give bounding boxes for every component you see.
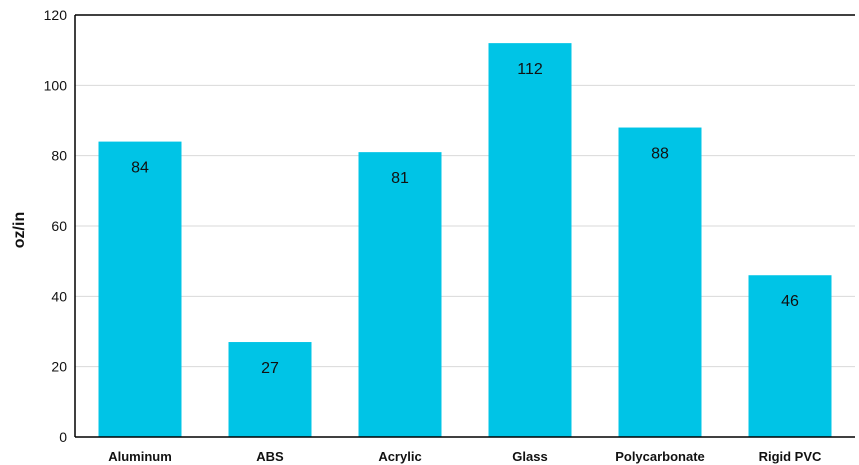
bar [358,152,442,437]
x-tick-label: Rigid PVC [759,449,822,464]
x-tick-label: Glass [512,449,547,464]
y-tick-label: 80 [51,148,67,164]
y-tick-label: 100 [44,77,68,93]
y-tick-label: 60 [51,218,67,234]
gridlines [75,84,855,368]
axes [74,14,855,438]
y-axis-label: oz/in [11,212,28,248]
data-label: 46 [781,293,799,310]
y-tick-label: 120 [44,7,68,23]
x-tick-label: ABS [256,449,284,464]
data-label: 84 [131,160,149,177]
data-label: 112 [517,61,543,78]
data-labels: 84 27 81 112 88 46 [131,61,799,377]
x-tick-label: Aluminum [108,449,172,464]
y-tick-label: 20 [51,359,67,375]
bar [228,342,312,437]
bar [488,43,572,438]
y-tick-label: 0 [59,429,67,445]
x-tick-label: Acrylic [378,449,421,464]
bar [98,141,182,437]
bars [98,43,832,438]
data-label: 81 [391,170,409,187]
bar [748,275,832,437]
data-label: 27 [261,360,279,377]
data-label: 88 [651,146,669,163]
y-tick-labels: 0 20 40 60 80 100 120 [44,7,68,445]
x-tick-labels: Aluminum ABS Acrylic Glass Polycarbonate Rigi… [108,449,822,464]
x-tick-label: Polycarbonate [615,449,705,464]
y-tick-label: 40 [51,288,67,304]
bar [618,127,702,438]
